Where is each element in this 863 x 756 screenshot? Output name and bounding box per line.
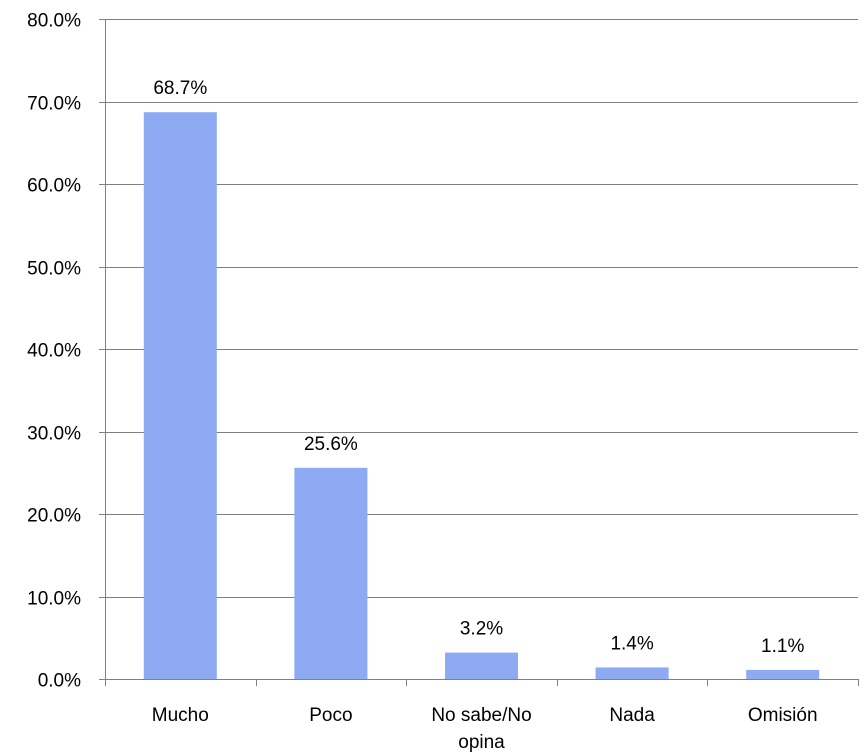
grid-lines: [105, 19, 858, 598]
x-tick-label-1: Poco: [309, 705, 352, 726]
data-label-4: 1.1%: [761, 636, 804, 657]
y-tick-label-8: 80.0%: [27, 11, 81, 32]
x-tick-label-0: Mucho: [152, 705, 209, 726]
labels: 0.0% 10.0% 20.0% 30.0% 40.0% 50.0% 60.0% 70.0% 8…: [27, 11, 817, 754]
y-tick-label-4: 40.0%: [27, 341, 81, 362]
bars: [143, 112, 820, 680]
bar-0: [143, 112, 217, 680]
bar-3: [595, 667, 669, 679]
y-tick-label-2: 20.0%: [27, 506, 81, 527]
bar-4: [746, 669, 820, 679]
y-tick-label-5: 50.0%: [27, 259, 81, 280]
data-label-0: 68.7%: [153, 78, 207, 99]
x-tick-label-4: Omisión: [748, 705, 818, 726]
data-label-3: 1.4%: [610, 633, 653, 654]
bar-1: [294, 467, 368, 679]
data-label-2: 3.2%: [460, 619, 503, 640]
y-tick-label-3: 30.0%: [27, 424, 81, 445]
x-tick-label-2: No sabe/No opina: [431, 705, 531, 753]
y-tick-label-1: 10.0%: [27, 589, 81, 610]
y-tick-label-6: 60.0%: [27, 176, 81, 197]
data-label-1: 25.6%: [304, 434, 358, 455]
axes: [99, 19, 859, 686]
y-tick-label-0: 0.0%: [38, 671, 81, 692]
y-tick-label-7: 70.0%: [27, 94, 81, 115]
bar-2: [444, 652, 519, 679]
x-tick-label-3: Nada: [609, 705, 655, 726]
